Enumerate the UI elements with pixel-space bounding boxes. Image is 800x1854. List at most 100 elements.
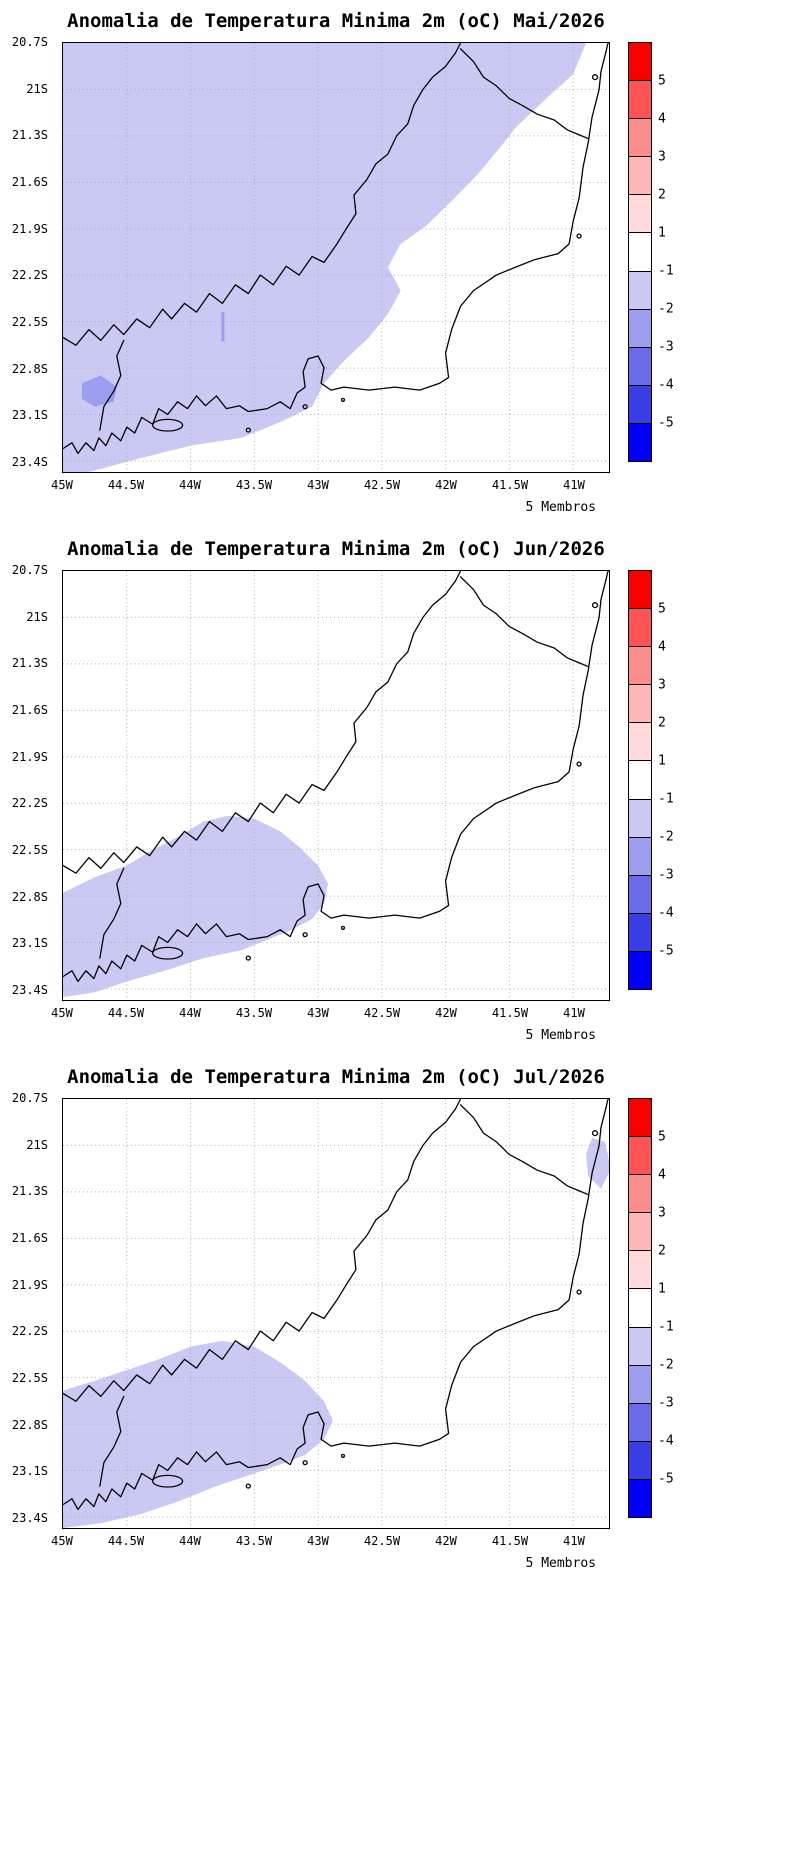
anomaly-region-minus1-minus2 [63, 815, 329, 998]
lat-tick-label: 21S [26, 609, 48, 624]
colorbar-tick-label: 4 [658, 639, 666, 655]
panel-jun-2026: Anomalia de Temperatura Minima 2m (oC) J… [0, 528, 800, 1056]
colorbar-tick-label: 5 [658, 73, 666, 89]
lon-tick-label: 41W [563, 1006, 585, 1020]
colorbar-segment [629, 43, 651, 81]
colorbar-tick-label: -1 [658, 1319, 674, 1335]
lat-tick-label: 20.7S [11, 1091, 48, 1105]
lat-tick-label: 22.8S [11, 361, 48, 376]
lon-tick-label: 42.5W [363, 1006, 401, 1020]
colorbar-segment [629, 912, 651, 951]
colorbar-tick-label: 3 [658, 1205, 666, 1221]
lat-tick-label: 23.4S [11, 1511, 48, 1526]
colorbar-segment [629, 270, 651, 309]
colorbar-tick-label: -1 [658, 791, 674, 807]
lon-tick-label: 43W [307, 1006, 329, 1020]
lat-tick-label: 21.9S [11, 221, 48, 236]
lat-tick-label: 21S [26, 81, 48, 96]
lon-tick-label: 41.5W [491, 1006, 529, 1020]
lat-tick-label: 22.2S [11, 268, 48, 283]
lon-tick-label: 42.5W [363, 1534, 401, 1548]
colorbar-tick-label: -3 [658, 1395, 674, 1411]
lon-tick-label: 44W [179, 478, 201, 492]
colorbar-segment [629, 346, 651, 385]
colorbar-tick-label: -3 [658, 339, 674, 355]
colorbar-tick-label: 5 [658, 601, 666, 617]
colorbar-tick-label: 1 [658, 753, 666, 769]
lat-tick-label: 21.6S [11, 1231, 48, 1245]
lat-tick-label: 23.1S [11, 1464, 48, 1479]
colorbar-segment [629, 1402, 651, 1441]
colorbar-tick-label: 1 [658, 1281, 666, 1297]
anomaly-region-minus1-minus2 [63, 1340, 334, 1528]
colorbar-segment [629, 722, 651, 761]
lat-tick-label: 22.5S [11, 843, 48, 858]
colorbar-tick-label: 3 [658, 677, 666, 693]
lat-tick-label: 22.2S [11, 1324, 48, 1339]
lat-tick-label: 21.3S [11, 128, 48, 143]
lon-tick-label: 41.5W [491, 478, 529, 492]
lon-tick-label: 44W [179, 1006, 201, 1020]
colorbar-tick-label: -5 [658, 1471, 674, 1487]
members-label: 5 Membros [525, 1556, 596, 1571]
panel-title: Anomalia de Temperatura Minima 2m (oC) M… [67, 10, 605, 32]
colorbar-segment [629, 1099, 651, 1137]
lat-tick-label: 21S [26, 1137, 48, 1152]
lon-tick-label: 45W [51, 1534, 73, 1548]
colorbar-tick-label: 1 [658, 225, 666, 241]
panel-title: Anomalia de Temperatura Minima 2m (oC) J… [67, 538, 605, 560]
lat-tick-label: 22.5S [11, 1371, 48, 1386]
colorbar-tick-label: -4 [658, 377, 674, 393]
map-svg [63, 43, 609, 472]
lon-tick-label: 45W [51, 478, 73, 492]
colorbar-segment [629, 422, 651, 462]
colorbar-segment [629, 1326, 651, 1365]
lat-tick-label: 21.3S [11, 1184, 48, 1199]
colorbar-tick-label: 2 [658, 187, 666, 203]
anomaly-region-minus1-minus2 [63, 43, 587, 472]
map-svg [63, 571, 609, 1000]
lat-axis: 20.7S 21S 21.3S 21.6S 21.9S 22.2S 22.5S … [0, 563, 56, 1001]
lat-tick-label: 21.6S [11, 175, 48, 189]
map-canvas [62, 42, 610, 473]
colorbar: 5 4 3 2 1 -1 -2 -3 -4 -5 [628, 570, 674, 990]
colorbar-segment [629, 156, 651, 195]
colorbar-segment [629, 80, 651, 119]
colorbar-segment [629, 1212, 651, 1251]
colorbar-segment [629, 1250, 651, 1289]
lon-axis: 45W 44.5W 44W 43.5W 43W 42.5W 42W 41.5W … [51, 1534, 610, 1550]
lat-tick-label: 23.4S [11, 455, 48, 470]
colorbar-tick-label: 2 [658, 715, 666, 731]
map-canvas [62, 570, 610, 1001]
panel-mai-2026: Anomalia de Temperatura Minima 2m (oC) M… [0, 0, 800, 528]
lon-tick-label: 44.5W [107, 1006, 145, 1020]
colorbar-tick-label: -5 [658, 943, 674, 959]
lat-tick-label: 23.1S [11, 408, 48, 423]
lon-tick-label: 42W [435, 478, 457, 492]
colorbar-segment [629, 684, 651, 723]
lat-tick-label: 22.5S [11, 315, 48, 330]
anomaly-streak [221, 312, 225, 342]
lon-axis: 45W 44.5W 44W 43.5W 43W 42.5W 42W 41.5W … [51, 1006, 610, 1022]
colorbar-segment [629, 1478, 651, 1518]
colorbar-segment [629, 1440, 651, 1479]
lon-tick-label: 43.5W [235, 478, 273, 492]
lat-axis: 20.7S 21S 21.3S 21.6S 21.9S 22.2S 22.5S … [0, 35, 56, 473]
colorbar-segment [629, 646, 651, 685]
lon-tick-label: 43.5W [235, 1006, 273, 1020]
colorbar-segment [629, 118, 651, 157]
colorbar-tick-label: 4 [658, 111, 666, 127]
lat-tick-label: 21.9S [11, 749, 48, 764]
colorbar-segment [629, 384, 651, 423]
lat-tick-label: 23.1S [11, 936, 48, 951]
lon-axis: 45W 44.5W 44W 43.5W 43W 42.5W 42W 41.5W … [51, 478, 610, 494]
lon-tick-label: 42W [435, 1006, 457, 1020]
lon-tick-label: 45W [51, 1006, 73, 1020]
colorbar-segment [629, 1288, 651, 1327]
lat-tick-label: 21.3S [11, 656, 48, 671]
members-label: 5 Membros [525, 500, 596, 515]
panel-title: Anomalia de Temperatura Minima 2m (oC) J… [67, 1066, 605, 1088]
lon-tick-label: 41.5W [491, 1534, 529, 1548]
map-canvas [62, 1098, 610, 1529]
lon-tick-label: 43.5W [235, 1534, 273, 1548]
